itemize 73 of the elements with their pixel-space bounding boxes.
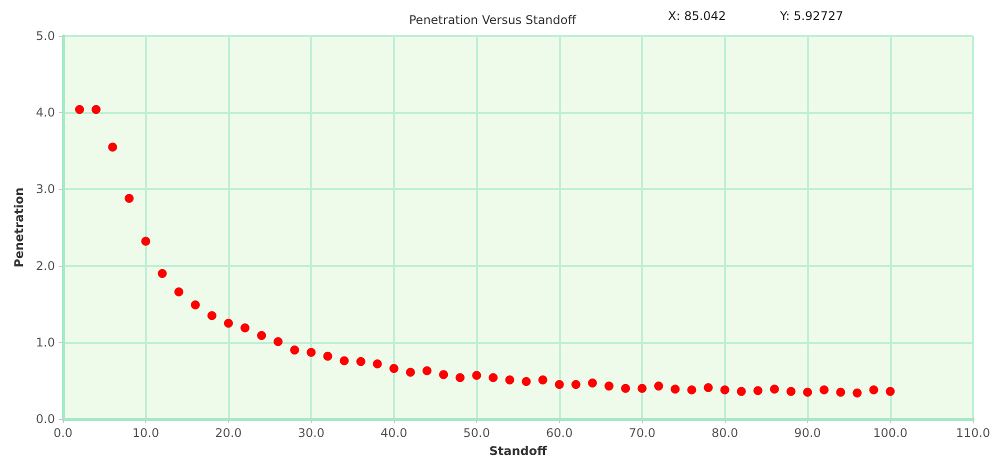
point (290, 346, 300, 355)
y-tick-label: 5.0 (36, 29, 55, 43)
point (588, 378, 597, 388)
point (869, 385, 878, 394)
point (306, 348, 316, 357)
point (554, 380, 564, 390)
x-tick-label: 40.0 (380, 426, 408, 440)
x-tick-label: 80.0 (711, 426, 738, 440)
x-tick-label: 70.0 (628, 426, 656, 440)
point (274, 337, 283, 346)
point (323, 352, 332, 361)
text: Y: 5.92727 (779, 9, 844, 23)
point (141, 236, 150, 246)
x-tick-label: 10.0 (132, 426, 160, 440)
point (372, 359, 382, 368)
x-tick-label: 110.0 (956, 426, 990, 440)
point (406, 368, 415, 377)
point (224, 318, 233, 328)
point (108, 142, 118, 152)
y-tick-label: 2.0 (36, 258, 55, 273)
point (190, 300, 200, 310)
point (770, 384, 779, 394)
point (820, 385, 829, 394)
point (158, 268, 167, 278)
point (124, 194, 134, 203)
point (389, 364, 398, 373)
x-axis-title: Standoff (489, 444, 548, 458)
point (240, 323, 250, 332)
point (538, 375, 548, 384)
point (456, 373, 465, 382)
point (422, 366, 432, 376)
point (836, 388, 846, 397)
point (621, 384, 630, 393)
x-tick-label: 20.0 (215, 426, 242, 440)
point (736, 386, 746, 396)
y-axis-title: Penetration (12, 187, 26, 268)
point (439, 370, 448, 380)
point (207, 311, 216, 320)
y-tick-label: 0.0 (36, 412, 55, 426)
x-tick-label: 30.0 (298, 426, 325, 440)
point (75, 105, 84, 114)
point (174, 287, 184, 296)
point (852, 388, 862, 398)
point (670, 384, 680, 394)
point (92, 105, 101, 114)
point (886, 386, 895, 396)
point (356, 357, 366, 366)
x-tick-label: 60.0 (546, 426, 573, 440)
point (654, 382, 664, 391)
y-tick-label: 1.0 (36, 335, 55, 350)
point (786, 386, 796, 396)
point (604, 382, 614, 391)
x-tick-label: 50.0 (463, 426, 490, 440)
point (257, 331, 266, 340)
y-tick-label: 3.0 (36, 182, 55, 196)
point (571, 380, 580, 390)
x-tick-label: 0.0 (53, 426, 73, 440)
y-tick-label: 4.0 (36, 106, 55, 120)
point (505, 375, 514, 384)
x-tick-label: 100.0 (873, 426, 908, 440)
point (340, 356, 349, 366)
text: X: 85.042 (668, 9, 726, 23)
chart-title: Penetration Versus Standoff (409, 13, 577, 27)
point (803, 388, 812, 397)
point (638, 384, 647, 393)
point (488, 373, 498, 382)
x-tick-label: 90.0 (794, 426, 821, 440)
point (720, 385, 730, 394)
point (472, 370, 482, 380)
point (522, 376, 531, 386)
point (704, 383, 713, 392)
point (753, 386, 762, 396)
point (687, 385, 696, 394)
